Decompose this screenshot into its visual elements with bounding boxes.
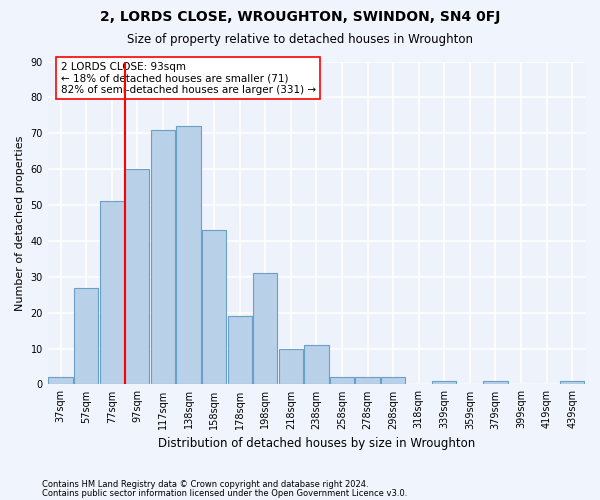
Text: 2 LORDS CLOSE: 93sqm
← 18% of detached houses are smaller (71)
82% of semi-detac: 2 LORDS CLOSE: 93sqm ← 18% of detached h… [61,62,316,94]
Bar [49,378,73,384]
X-axis label: Distribution of detached houses by size in Wroughton: Distribution of detached houses by size … [158,437,475,450]
Y-axis label: Number of detached properties: Number of detached properties [15,136,25,310]
Bar [560,381,584,384]
Bar [381,378,405,384]
Bar [74,288,98,384]
Bar [125,169,149,384]
Bar [151,130,175,384]
Bar [176,126,200,384]
Bar [253,273,277,384]
Text: Size of property relative to detached houses in Wroughton: Size of property relative to detached ho… [127,32,473,46]
Bar [227,316,252,384]
Bar [484,381,508,384]
Bar [278,348,303,384]
Bar [355,378,380,384]
Text: Contains public sector information licensed under the Open Government Licence v3: Contains public sector information licen… [42,488,407,498]
Bar [330,378,354,384]
Text: 2, LORDS CLOSE, WROUGHTON, SWINDON, SN4 0FJ: 2, LORDS CLOSE, WROUGHTON, SWINDON, SN4 … [100,10,500,24]
Bar [202,230,226,384]
Bar [304,345,329,385]
Text: Contains HM Land Registry data © Crown copyright and database right 2024.: Contains HM Land Registry data © Crown c… [42,480,368,489]
Bar [432,381,457,384]
Bar [100,202,124,384]
